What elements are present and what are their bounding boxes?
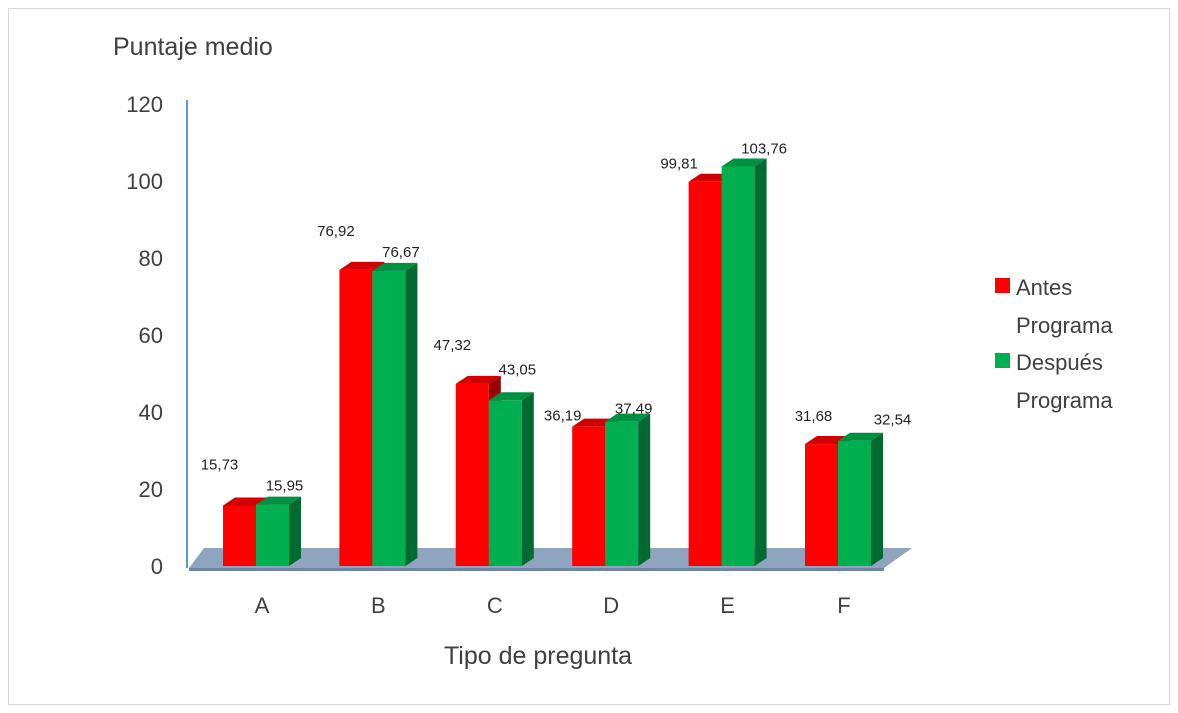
x-tick-label: D bbox=[603, 593, 619, 618]
bar-top bbox=[605, 413, 651, 422]
bar-side bbox=[871, 432, 883, 566]
y-axis: 0 20 40 60 80 100 120 bbox=[126, 92, 188, 579]
bar-top bbox=[372, 262, 418, 271]
x-tick-label: E bbox=[720, 593, 735, 618]
legend-label-line: Programa bbox=[1016, 313, 1113, 338]
bar-front bbox=[223, 505, 256, 566]
bar-top bbox=[223, 497, 268, 506]
bar-front bbox=[605, 421, 639, 566]
bar-front bbox=[721, 166, 755, 567]
bar-side bbox=[405, 262, 418, 566]
bar-front bbox=[805, 444, 838, 566]
legend-label-line: Antes bbox=[1016, 275, 1072, 300]
bar-front bbox=[455, 383, 489, 566]
bar-front bbox=[339, 269, 373, 566]
data-labels: 15,73 15,95 76,92 76,67 47,32 43,05 36,19 37,49… bbox=[201, 141, 912, 495]
bar-top bbox=[256, 496, 301, 505]
bar-front bbox=[688, 181, 722, 566]
data-label: 76,67 bbox=[382, 244, 420, 261]
y-tick-label: 100 bbox=[126, 169, 163, 194]
y-axis-title: Puntaje medio bbox=[113, 33, 273, 61]
bar-top bbox=[488, 392, 534, 401]
y-tick-label: 120 bbox=[126, 92, 163, 117]
data-label: 36,19 bbox=[544, 408, 582, 425]
legend-entry: Antes Programa bbox=[995, 275, 1113, 338]
legend-label-line: Programa bbox=[1016, 388, 1113, 413]
data-label: 47,32 bbox=[434, 337, 472, 354]
bar bbox=[488, 392, 534, 566]
bar-side bbox=[521, 392, 534, 566]
x-tick-label: F bbox=[837, 593, 850, 618]
x-axis: A B C D E F bbox=[255, 593, 851, 618]
bar-top bbox=[721, 158, 767, 167]
data-label: 43,05 bbox=[499, 361, 537, 378]
x-tick-label: B bbox=[371, 593, 386, 618]
floor-edge bbox=[189, 568, 884, 571]
y-tick-label: 40 bbox=[139, 400, 163, 425]
bar-top bbox=[838, 432, 883, 441]
data-label: 37,49 bbox=[615, 401, 653, 418]
bar-front bbox=[256, 504, 289, 566]
bar bbox=[256, 496, 301, 566]
y-tick-label: 60 bbox=[139, 323, 163, 348]
y-tick-label: 80 bbox=[139, 246, 163, 271]
data-label: 32,54 bbox=[874, 412, 912, 429]
x-axis-title: Tipo de pregunta bbox=[444, 642, 632, 670]
legend-entry: Después Programa bbox=[995, 350, 1113, 413]
bar bbox=[721, 158, 767, 567]
data-label: 99,81 bbox=[660, 156, 698, 173]
bar-front bbox=[572, 426, 606, 566]
bar bbox=[372, 262, 418, 566]
data-label: 15,73 bbox=[201, 456, 239, 473]
chart-frame bbox=[8, 8, 1170, 705]
bar-side bbox=[754, 158, 767, 567]
bar-top bbox=[455, 375, 501, 384]
bar bbox=[605, 413, 651, 566]
bar-side bbox=[638, 413, 651, 566]
data-label: 76,92 bbox=[317, 223, 355, 240]
y-tick-label: 20 bbox=[139, 477, 163, 502]
bar-side bbox=[289, 496, 301, 566]
bar-front bbox=[372, 270, 406, 566]
data-label: 103,76 bbox=[741, 141, 787, 158]
legend: Antes Programa Después Programa bbox=[995, 275, 1113, 413]
bar bbox=[838, 432, 883, 566]
legend-label-line: Después bbox=[1016, 350, 1103, 375]
legend-swatch bbox=[995, 353, 1010, 368]
bar-front bbox=[838, 440, 871, 566]
bar-front bbox=[488, 400, 522, 566]
x-tick-label: A bbox=[255, 593, 270, 618]
data-label: 15,95 bbox=[266, 478, 304, 495]
y-tick-label: 0 bbox=[151, 554, 163, 579]
x-tick-label: C bbox=[487, 593, 503, 618]
legend-swatch bbox=[995, 278, 1010, 293]
bars bbox=[223, 158, 883, 567]
data-label: 31,68 bbox=[795, 408, 833, 425]
bar-top bbox=[339, 261, 385, 270]
